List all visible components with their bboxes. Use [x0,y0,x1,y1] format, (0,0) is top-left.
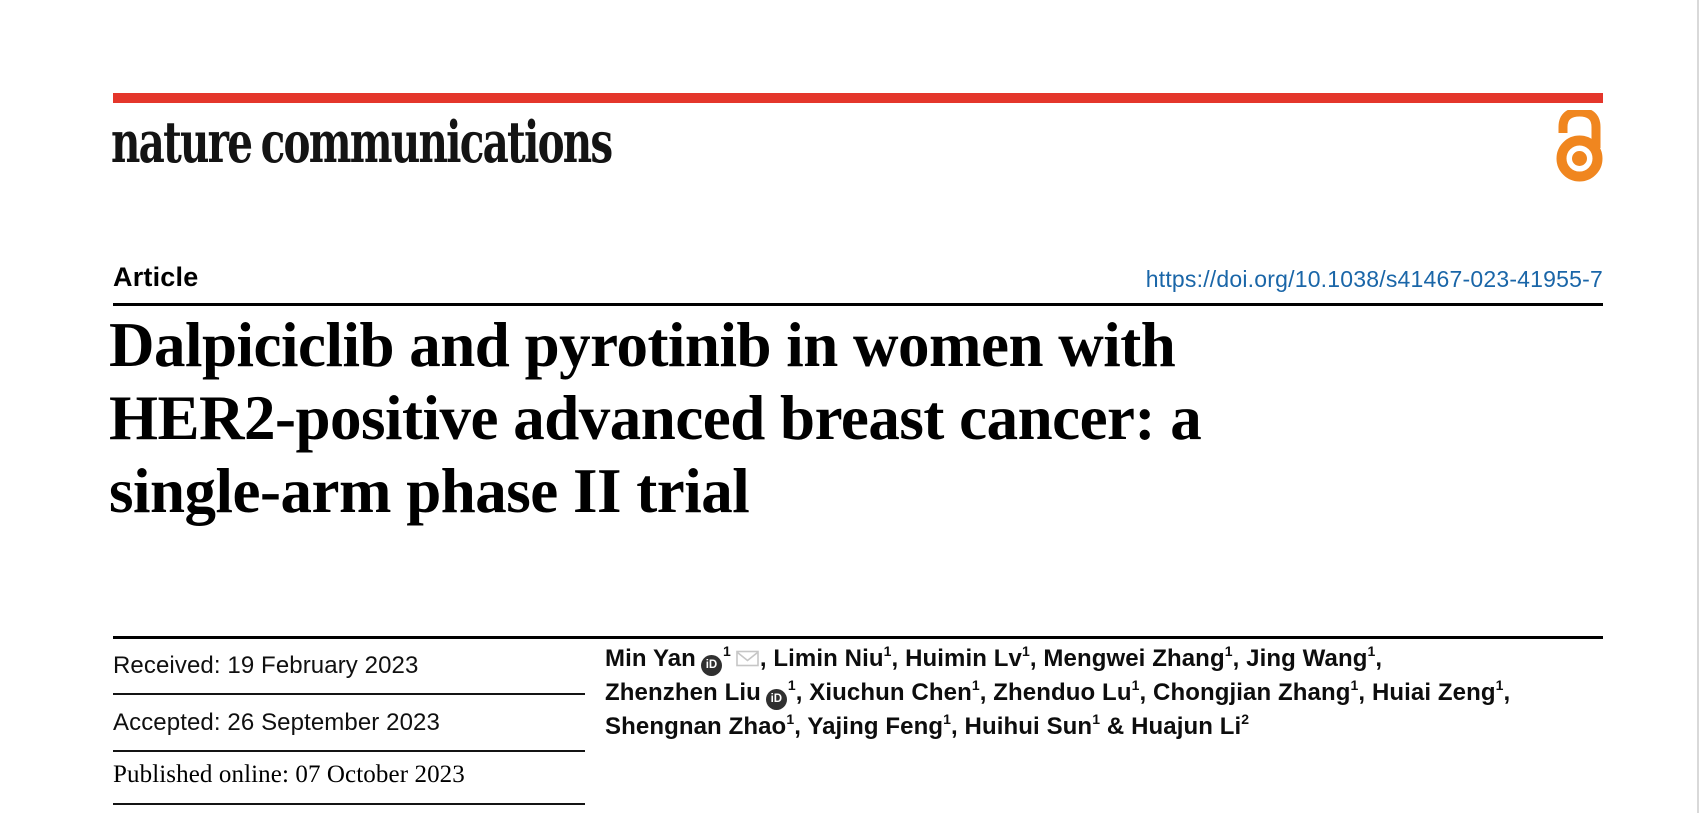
author-line: Min Yan iD1, Limin Niu1, Huimin Lv1, Meng… [605,642,1565,676]
author-name: Chongjian Zhang [1153,679,1351,706]
accepted-date: Accepted: 26 September 2023 [113,709,440,736]
affiliation-superscript: 1 [1021,643,1030,659]
doi-link[interactable]: https://doi.org/10.1038/s41467-023-41955… [1145,266,1603,292]
envelope-icon[interactable] [736,650,759,667]
title-line: HER2-positive advanced breast cancer: a [109,383,1202,453]
affiliation-superscript: 1 [1495,677,1504,693]
title-line: single-arm phase II trial [109,456,750,526]
author-name: Huihui Sun [964,713,1093,740]
orcid-icon[interactable]: iD [765,689,787,710]
author-name: Huajun Li [1131,713,1242,740]
author-name: Shengnan Zhao [605,713,787,740]
author-name: Zhenzhen Liu [605,679,761,706]
title-line: Dalpiciclib and pyrotinib in women with [109,310,1176,380]
author-list: Min Yan iD1, Limin Niu1, Huimin Lv1, Meng… [605,642,1565,744]
section-divider [113,636,1603,639]
affiliation-superscript: 2 [1241,711,1250,727]
published-date: Published online: 07 October 2023 [113,761,465,788]
date-divider [113,750,585,752]
affiliation-superscript: 1 [1350,677,1359,693]
author-name: Limin Niu [773,645,884,672]
affiliation-superscript: 1 [1131,677,1140,693]
article-title: Dalpiciclib and pyrotinib in women with … [109,309,1603,528]
brand-accent-bar [113,93,1603,103]
received-date: Received: 19 February 2023 [113,652,419,679]
affiliation-superscript: 1 [1092,711,1101,727]
header-divider [113,303,1603,306]
page-edge-line [1697,0,1699,813]
author-name: Mengwei Zhang [1043,645,1225,672]
author-name: Yajing Feng [807,713,944,740]
affiliation-superscript: 1 [883,643,892,659]
author-line: Zhenzhen Liu iD1, Xiuchun Chen1, Zhenduo … [605,676,1565,710]
journal-logo: nature communications [111,109,613,176]
affiliation-superscript: 1 [971,677,980,693]
open-access-icon [1556,110,1603,182]
affiliation-superscript: 1 [787,677,796,693]
affiliation-superscript: 1 [943,711,951,727]
author-name: Zhenduo Lu [993,679,1132,706]
affiliation-superscript: 1 [1367,643,1376,659]
author-name: Huiai Zeng [1371,679,1496,706]
affiliation-superscript: 1 [1224,643,1233,659]
orcid-icon[interactable]: iD [700,655,722,676]
affiliation-superscript: 1 [722,643,731,659]
article-type-label: Article [113,262,199,292]
date-divider [113,693,585,695]
author-name: Xiuchun Chen [809,679,972,706]
author-name: Min Yan [605,645,696,672]
author-name: Jing Wang [1246,645,1368,672]
affiliation-superscript: 1 [786,711,795,727]
author-line: Shengnan Zhao1, Yajing Feng1, Huihui Sun… [605,711,1250,740]
author-name: Huimin Lv [905,645,1022,672]
date-divider [113,803,585,805]
